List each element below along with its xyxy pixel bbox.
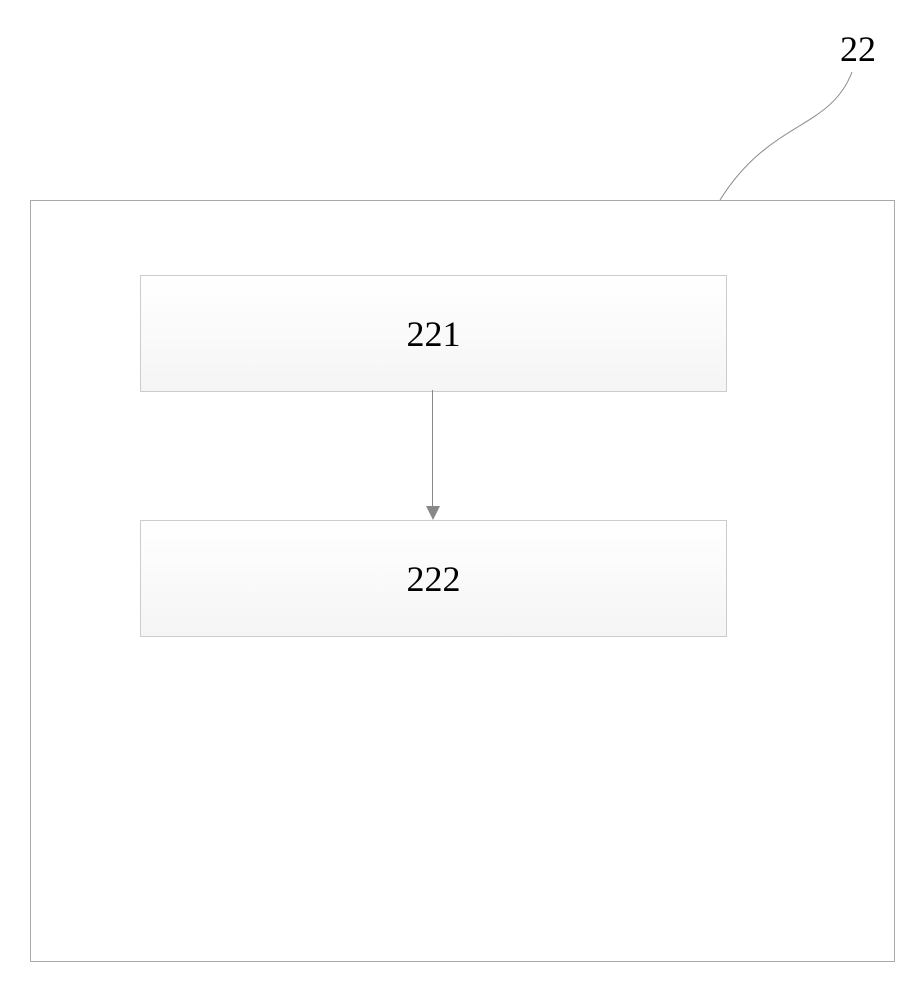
leader-path (720, 72, 852, 200)
arrow-shaft (432, 390, 433, 506)
block-221-label: 221 (407, 313, 461, 355)
arrow-head-icon (426, 506, 440, 520)
block-222: 222 (140, 520, 727, 637)
block-221: 221 (140, 275, 727, 392)
container-reference-label: 22 (840, 28, 876, 70)
block-222-label: 222 (407, 558, 461, 600)
